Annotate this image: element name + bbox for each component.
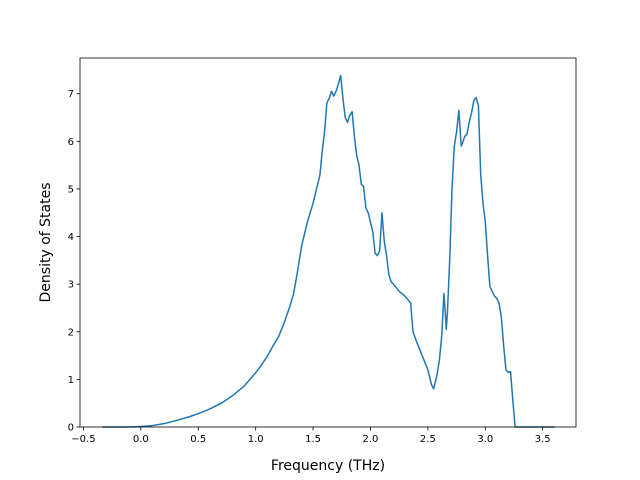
x-tick-label: 1.5 — [305, 434, 321, 445]
y-tick-label: 1 — [68, 375, 74, 386]
y-tick-label: 4 — [68, 232, 74, 243]
y-tick-label: 0 — [68, 423, 74, 434]
y-tick-label: 5 — [68, 184, 74, 195]
x-tick-label: 3.0 — [477, 434, 493, 445]
plot-background — [80, 58, 576, 427]
plot-frame — [79, 57, 577, 428]
y-tick-label: 2 — [68, 327, 74, 338]
y-tick-label: 3 — [68, 280, 74, 291]
x-tick-label: 0.0 — [133, 434, 149, 445]
x-tick-label: 3.5 — [535, 434, 551, 445]
dos-series-line — [102, 74, 555, 428]
y-tick-label: 7 — [68, 89, 74, 100]
y-tick-label: 6 — [68, 137, 74, 148]
x-tick-label: 0.5 — [190, 434, 206, 445]
x-tick-label: 1.0 — [248, 434, 264, 445]
x-tick-label: 2.0 — [363, 434, 379, 445]
y-axis-ticks: 0 1 2 3 4 5 6 7 — [68, 89, 80, 434]
x-axis-label: Frequency (THz) — [271, 458, 385, 474]
x-axis-ticks: −0.5 0.0 0.5 1.0 1.5 2.0 2.5 3.0 3.5 — [71, 427, 551, 445]
x-tick-label: −0.5 — [71, 434, 95, 445]
x-tick-label: 2.5 — [420, 434, 436, 445]
y-axis-label: Density of States — [38, 183, 54, 303]
